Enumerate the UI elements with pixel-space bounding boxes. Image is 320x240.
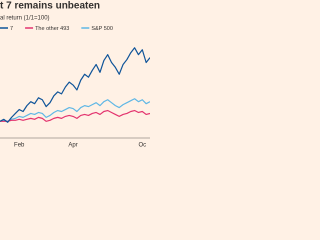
legend-label: The other 493 [35,26,69,32]
chart: t 7 remains unbeaten al return (1/1=100)… [0,0,150,150]
x-tick-label: Feb [14,143,25,149]
legend-label: 7 [10,26,13,32]
series-line [0,98,150,122]
x-tick-label: Apr [68,143,77,149]
x-tick-label: Oc [138,143,146,149]
series-line [0,109,150,122]
background [0,0,150,150]
chart-subtitle: al return (1/1=100) [0,16,50,22]
chart-title: t 7 remains unbeaten [0,1,100,12]
legend-label: S&P 500 [91,26,113,32]
series-line [0,47,150,123]
